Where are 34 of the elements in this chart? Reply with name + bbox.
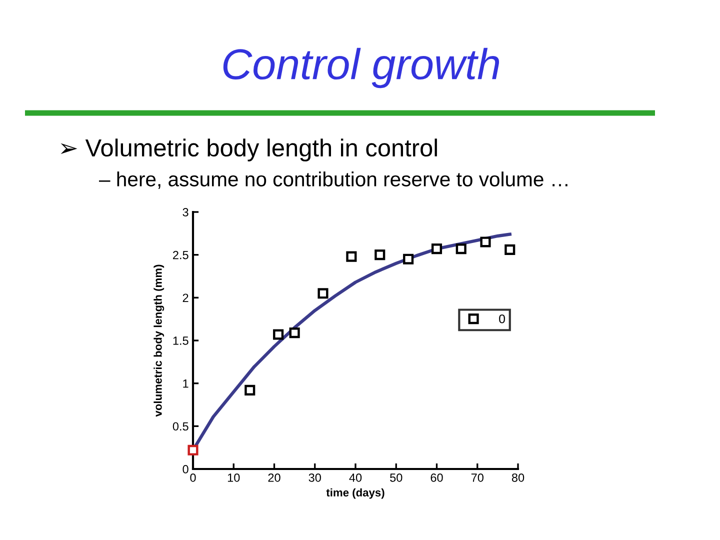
point	[318, 288, 328, 299]
point	[188, 444, 198, 456]
x-axis-title: time (days)	[326, 488, 384, 499]
y-tick-label: 0	[182, 465, 188, 474]
x-tick-label: 10	[228, 473, 240, 482]
point	[289, 328, 300, 338]
point	[403, 254, 414, 264]
x-tick-label: 40	[349, 473, 362, 482]
point	[273, 329, 284, 340]
point	[374, 250, 386, 260]
legend-label: 0	[499, 314, 506, 324]
x-tick-label: 60	[430, 473, 443, 482]
y-tick-label: 0.5	[172, 422, 188, 431]
x-tick-label: 0	[190, 473, 196, 482]
point	[480, 236, 491, 248]
x-tick-label: 30	[308, 473, 321, 482]
x-tick-label: 50	[390, 473, 402, 482]
y-tick-label: 2.5	[173, 250, 188, 260]
y-tick-label: 3	[182, 208, 188, 216]
point	[456, 244, 466, 254]
point	[346, 251, 357, 262]
point	[431, 244, 442, 254]
chart-title: Control growth	[223, 48, 500, 88]
point	[244, 384, 256, 396]
y-tick-label: 1	[183, 379, 188, 388]
y-axis-title: volumetric body length (mm)	[154, 264, 164, 417]
x-tick-label: 80	[512, 473, 524, 482]
x-tick-label: 20	[268, 473, 280, 482]
text: – here, assume no contribution reserve to volume …	[99, 172, 568, 189]
y-tick-label: 1.5	[173, 336, 188, 345]
x-tick-label: 70	[471, 473, 484, 482]
y-tick-label: 2	[182, 294, 188, 302]
point	[504, 244, 516, 255]
chart-subtitle: ➢ Volumetric body length in control	[60, 138, 437, 162]
